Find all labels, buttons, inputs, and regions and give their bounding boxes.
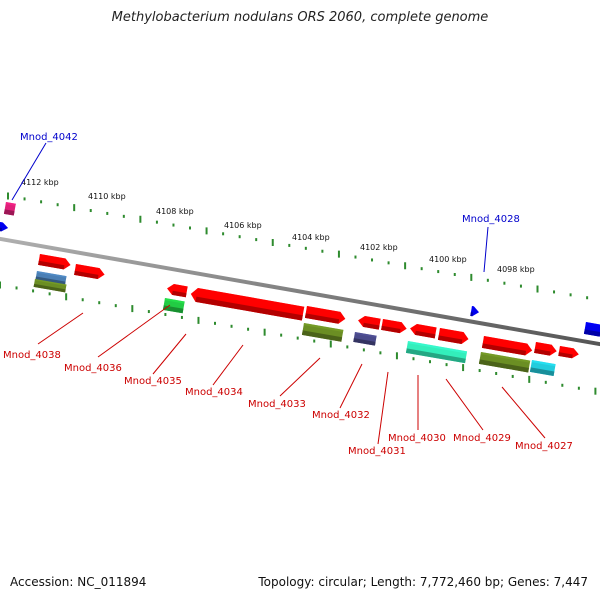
label-leader: [377, 371, 389, 445]
accession-text: Accession: NC_011894: [10, 575, 147, 589]
gene-feature: [529, 359, 556, 376]
gene-feature: [353, 332, 377, 346]
gene-label: Mnod_4029: [453, 433, 511, 444]
gene-feature: [405, 341, 468, 364]
kbp-labels: 4112 kbp 4110 kbp 4108 kbp 4106 kbp 4104 kbp…: [21, 178, 535, 274]
kbp-label: 4098 kbp: [497, 265, 535, 274]
kbp-label: 4112 kbp: [21, 178, 59, 187]
label-leader: [483, 226, 489, 273]
label-leaders: [11, 142, 546, 445]
gene-label: Mnod_4032: [312, 410, 370, 421]
label-leader: [445, 378, 484, 431]
kbp-label: 4102 kbp: [360, 243, 398, 252]
label-leader: [11, 142, 47, 201]
gene-label: Mnod_4042: [20, 132, 78, 143]
label-leader: [279, 357, 321, 397]
gene-feature: [304, 305, 346, 324]
gene-feature: [0, 222, 9, 232]
label-leader: [339, 363, 363, 409]
kbp-label: 4100 kbp: [429, 255, 467, 264]
gene-label: Mnod_4028: [462, 214, 520, 225]
gene-labels: Mnod_4042Mnod_4028Mnod_4038Mnod_4036Mnod…: [3, 132, 573, 457]
label-leader: [152, 333, 187, 375]
gene-feature: [437, 328, 469, 344]
gene-label: Mnod_4027: [515, 441, 573, 452]
kbp-label: 4104 kbp: [292, 233, 330, 242]
gene-feature: [74, 264, 105, 279]
gene-feature: [470, 306, 480, 317]
gene-feature: [167, 284, 188, 298]
label-leader: [501, 386, 546, 439]
gene-feature: [162, 298, 185, 314]
reverse-scale-ticks: [0, 281, 597, 395]
genome-title: Methylobacterium nodulans ORS 2060, comp…: [111, 10, 489, 25]
gene-feature: [481, 336, 533, 356]
gene-feature: [410, 324, 437, 339]
gene-label: Mnod_4038: [3, 350, 61, 361]
gene-feature: [38, 254, 71, 270]
gene-label: Mnod_4031: [348, 446, 406, 457]
gene-feature: [358, 316, 381, 330]
gene-label: Mnod_4034: [185, 387, 243, 398]
forward-scale-ticks: [7, 192, 589, 300]
kbp-label: 4110 kbp: [88, 192, 126, 201]
gene-features: [0, 202, 600, 376]
label-leader: [37, 312, 84, 345]
gene-label: Mnod_4036: [64, 363, 122, 374]
gene-feature: [33, 279, 67, 293]
gene-label: Mnod_4030: [388, 433, 446, 444]
gene-feature: [3, 202, 16, 216]
gene-feature: [558, 346, 579, 359]
gene-feature: [190, 288, 305, 321]
gene-label: Mnod_4035: [124, 376, 182, 387]
kbp-label: 4106 kbp: [224, 221, 262, 230]
gene-feature: [381, 319, 407, 334]
gene-label: Mnod_4033: [248, 399, 306, 410]
label-leader: [97, 304, 171, 358]
topology-summary: Topology: circular; Length: 7,772,460 bp…: [258, 575, 588, 589]
gene-feature: [534, 342, 557, 356]
gene-feature: [583, 322, 600, 337]
label-leader: [212, 344, 244, 386]
kbp-label: 4108 kbp: [156, 207, 194, 216]
gene-feature: [35, 271, 67, 286]
gene-feature: [478, 351, 531, 373]
gene-feature: [301, 323, 344, 342]
genome-backbone: [0, 236, 600, 347]
